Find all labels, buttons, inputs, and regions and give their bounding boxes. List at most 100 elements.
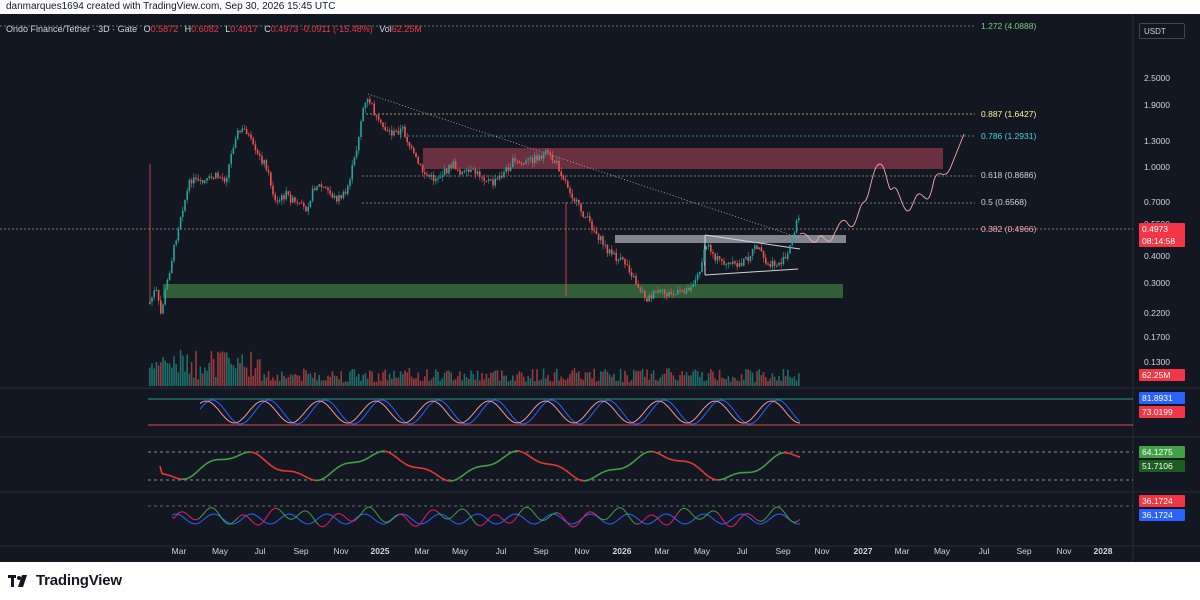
- candle-body: [296, 201, 298, 203]
- dmi-segment: [271, 508, 275, 511]
- dmi-segment: [387, 520, 391, 523]
- dmi-segment: [505, 521, 509, 524]
- rsi-segment: [259, 455, 263, 459]
- candle-body: [393, 130, 395, 136]
- candle-body: [758, 247, 760, 250]
- rsi-segment: [469, 468, 473, 471]
- dmi-segment: [347, 519, 351, 522]
- candle-body: [338, 195, 340, 202]
- currency-button[interactable]: USDT: [1139, 23, 1185, 39]
- candle-body: [281, 195, 283, 201]
- dmi-segment: [613, 509, 617, 512]
- dmi-segment: [667, 523, 671, 526]
- candle-body: [751, 249, 754, 256]
- volume-bar: [747, 369, 749, 386]
- volume-bar: [283, 375, 285, 386]
- volume-bar: [426, 369, 428, 386]
- candle-body: [586, 216, 589, 218]
- dmi-segment: [491, 514, 495, 517]
- dmi-segment: [205, 508, 209, 512]
- dmi-segment: [631, 520, 635, 524]
- candle-body: [516, 160, 518, 162]
- volume-bar: [767, 381, 769, 386]
- volume-label: Vol: [379, 24, 392, 34]
- volume-bar: [454, 379, 457, 386]
- rsi-segment: [791, 453, 795, 456]
- candle-body: [507, 167, 510, 171]
- symbol-name[interactable]: Ondo Finance/Tether: [6, 24, 91, 34]
- volume-bar: [672, 375, 675, 386]
- volume-bar: [699, 377, 701, 386]
- dmi-segment: [177, 511, 181, 514]
- dmi-segment: [547, 515, 551, 519]
- rsi-segment: [711, 477, 715, 481]
- volume-bar: [384, 369, 386, 386]
- dmi-segment: [195, 518, 199, 521]
- candle-body: [738, 262, 741, 267]
- volume-bar: [538, 380, 540, 386]
- symbol-timeframe[interactable]: 3D: [98, 24, 110, 34]
- tradingview-logo[interactable]: TradingView: [8, 572, 122, 589]
- bar-countdown: 08:14:58: [1142, 236, 1176, 246]
- dmi-segment: [559, 513, 563, 517]
- candle-body: [465, 169, 468, 172]
- candle-body: [553, 160, 556, 163]
- rsi-segment: [699, 468, 703, 472]
- candle-body: [329, 190, 331, 194]
- volume-bar: [507, 381, 510, 386]
- volume-bar: [223, 352, 226, 386]
- rsi-segment: [593, 475, 597, 479]
- rsi-segment: [759, 467, 763, 470]
- volume-bar: [465, 377, 468, 386]
- candle-body: [716, 256, 719, 261]
- rsi-segment: [439, 476, 443, 479]
- volume-bar: [248, 376, 250, 386]
- rsi-segment: [369, 454, 373, 458]
- candle-body: [650, 295, 653, 299]
- volume-bar: [166, 363, 169, 386]
- volume-bar: [784, 376, 787, 386]
- volume-bar: [393, 370, 395, 386]
- volume-bar: [267, 370, 270, 386]
- volume-bar: [164, 360, 166, 386]
- price-chart[interactable]: [0, 14, 1200, 562]
- rsi-segment: [467, 469, 471, 473]
- volume-bar: [479, 380, 481, 386]
- candle-body: [747, 256, 749, 261]
- rsi-segment: [461, 473, 465, 477]
- symbol-info[interactable]: Ondo Finance/Tether · 3D · Gate O0.5872 …: [6, 24, 422, 34]
- dmi-segment: [687, 509, 691, 513]
- rsi-segment: [429, 470, 433, 473]
- volume-bar: [703, 381, 705, 386]
- rsi-segment: [423, 467, 427, 470]
- volume-bar: [600, 371, 602, 386]
- dmi-segment: [419, 521, 423, 525]
- candle-body: [608, 249, 611, 254]
- dmi-segment: [247, 516, 251, 520]
- volume-bar: [776, 380, 778, 386]
- dmi-segment: [637, 522, 641, 525]
- candle-body: [410, 146, 413, 148]
- volume-bar: [622, 381, 624, 386]
- dmi-segment: [677, 510, 681, 514]
- dmi-segment: [427, 510, 431, 514]
- chart-area[interactable]: Ondo Finance/Tether · 3D · Gate O0.5872 …: [0, 14, 1200, 562]
- candle-body: [575, 199, 578, 202]
- rsi-segment: [727, 475, 731, 478]
- volume-bar: [743, 379, 745, 386]
- rsi-segment: [457, 476, 461, 480]
- volume-bar: [626, 375, 628, 386]
- candle-body: [186, 190, 188, 200]
- volume-bar: [606, 371, 609, 386]
- volume-bar: [450, 372, 452, 386]
- candle-body: [322, 186, 325, 188]
- candle-body: [778, 262, 780, 266]
- rsi-segment: [255, 452, 259, 456]
- rsi-line: [159, 450, 801, 482]
- dmi-segment: [545, 517, 549, 520]
- volume-bar: [353, 369, 356, 386]
- candle-body: [652, 290, 655, 299]
- volume-bar: [542, 368, 545, 386]
- candle-body: [666, 293, 668, 297]
- dmi-segment: [249, 518, 253, 522]
